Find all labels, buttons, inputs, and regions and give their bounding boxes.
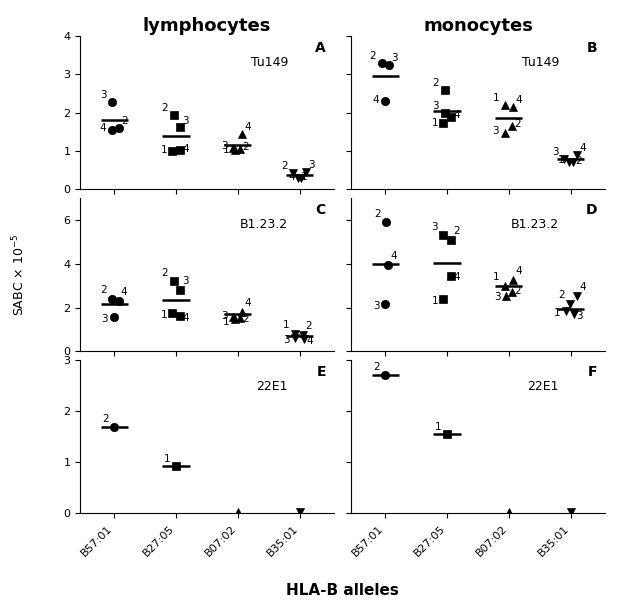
Text: 3: 3 (102, 314, 108, 324)
Text: 4: 4 (515, 95, 522, 105)
Text: 4: 4 (121, 288, 127, 297)
Text: 4: 4 (244, 122, 251, 132)
Text: B1.23.2: B1.23.2 (511, 218, 559, 231)
Text: 3: 3 (283, 335, 289, 345)
Text: 4: 4 (453, 272, 460, 281)
Text: 1: 1 (431, 118, 438, 128)
Text: 1: 1 (554, 308, 560, 318)
Text: 2: 2 (102, 414, 109, 425)
Text: 4: 4 (183, 313, 189, 323)
Text: B: B (586, 41, 597, 55)
Text: 4: 4 (453, 111, 460, 120)
Text: 22E1: 22E1 (528, 381, 559, 393)
Text: 3: 3 (391, 53, 398, 63)
Text: 1: 1 (435, 422, 442, 432)
Text: 1: 1 (492, 93, 499, 103)
Text: 3: 3 (553, 147, 559, 158)
Text: 4: 4 (100, 123, 106, 133)
Text: 2: 2 (121, 117, 127, 126)
Text: 1: 1 (492, 272, 499, 282)
Text: 4: 4 (390, 251, 397, 261)
Text: 3: 3 (101, 90, 107, 100)
Title: lymphocytes: lymphocytes (143, 17, 271, 34)
Text: 1: 1 (431, 296, 438, 306)
Text: 3: 3 (431, 222, 438, 232)
Text: 3: 3 (494, 292, 500, 303)
Text: 4: 4 (580, 281, 586, 292)
Text: 3: 3 (183, 276, 189, 286)
Text: 2: 2 (242, 142, 249, 152)
Text: 2: 2 (162, 103, 168, 113)
Text: 4: 4 (515, 266, 522, 277)
Text: 1: 1 (160, 310, 167, 320)
Text: E: E (317, 365, 326, 379)
Text: 4: 4 (183, 144, 189, 154)
Text: 1: 1 (164, 454, 171, 464)
Text: 4: 4 (244, 298, 251, 308)
Text: SABC × 10$^{-5}$: SABC × 10$^{-5}$ (10, 234, 27, 316)
Text: 3: 3 (222, 141, 228, 151)
Text: 4: 4 (373, 95, 379, 105)
Text: 22E1: 22E1 (257, 381, 288, 393)
Text: 2: 2 (514, 119, 521, 129)
Text: 2: 2 (453, 226, 460, 236)
Text: 2: 2 (242, 314, 249, 324)
Text: Tu149: Tu149 (522, 56, 559, 69)
Text: 2: 2 (100, 285, 106, 295)
Text: C: C (316, 203, 326, 217)
Text: HLA-B alleles: HLA-B alleles (286, 583, 399, 598)
Text: 3: 3 (222, 310, 228, 321)
Text: 2: 2 (558, 291, 565, 301)
Text: 1: 1 (300, 172, 307, 182)
Text: 2: 2 (374, 208, 381, 219)
Text: 1: 1 (223, 145, 230, 155)
Text: 3: 3 (433, 101, 439, 111)
Text: 3: 3 (492, 126, 499, 137)
Text: F: F (587, 365, 597, 379)
Text: 1: 1 (223, 316, 230, 327)
Text: 3: 3 (373, 301, 379, 311)
Text: 4: 4 (306, 336, 313, 346)
Title: monocytes: monocytes (423, 17, 533, 34)
Text: B1.23.2: B1.23.2 (240, 218, 288, 231)
Text: 3: 3 (308, 160, 315, 170)
Text: 2: 2 (305, 321, 312, 331)
Text: 2: 2 (514, 286, 521, 297)
Text: 2: 2 (433, 78, 439, 88)
Text: 2: 2 (370, 51, 376, 61)
Text: 3: 3 (576, 310, 582, 321)
Text: 2: 2 (576, 156, 582, 166)
Text: 1: 1 (160, 145, 167, 155)
Text: A: A (315, 41, 326, 55)
Text: 1: 1 (558, 155, 564, 165)
Text: 1: 1 (283, 320, 289, 330)
Text: Tu149: Tu149 (251, 56, 288, 69)
Text: 4: 4 (580, 143, 586, 153)
Text: 4: 4 (289, 172, 296, 182)
Text: 3: 3 (183, 116, 189, 126)
Text: D: D (586, 203, 597, 217)
Text: 2: 2 (281, 161, 288, 171)
Text: 2: 2 (162, 268, 168, 278)
Text: 2: 2 (373, 362, 380, 373)
